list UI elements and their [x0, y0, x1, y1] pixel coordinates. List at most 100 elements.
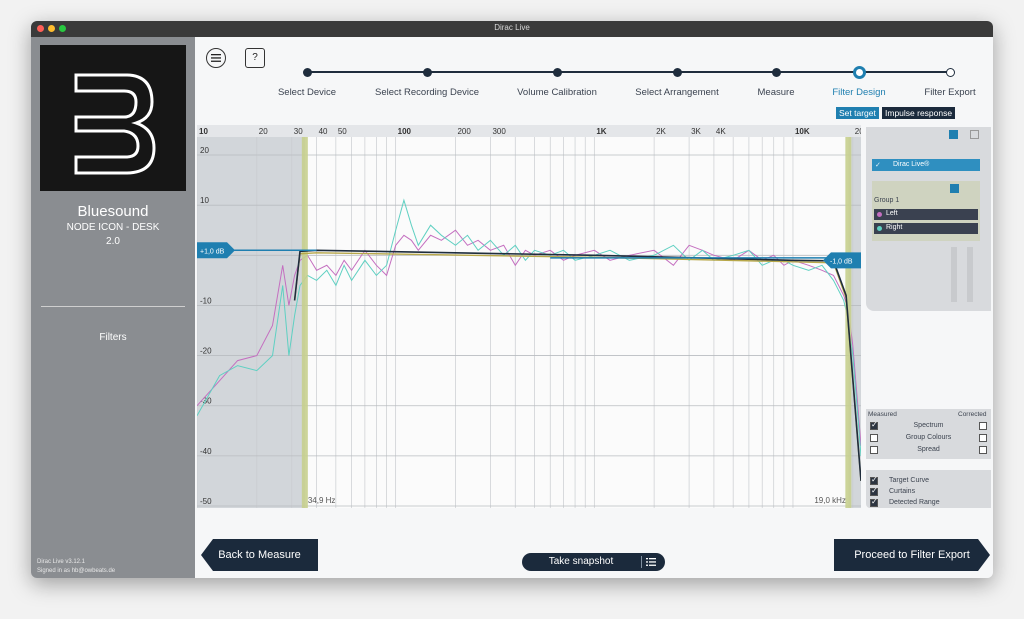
graph-x-axis-bar [197, 125, 861, 137]
overlay-option-label: Detected Range [889, 499, 940, 506]
group-dirac-label: Dirac Live® [893, 161, 930, 168]
x-tick-label: 20 [259, 127, 268, 136]
step-dot-4[interactable] [672, 68, 682, 77]
measured-checkbox-3[interactable] [870, 446, 878, 454]
x-tick-label: 10K [795, 127, 810, 136]
title-bar: Dirac Live [31, 21, 993, 37]
x-tick-label: 2K [656, 127, 666, 136]
step-dot-1[interactable] [302, 68, 312, 77]
target-low-handle[interactable] [197, 242, 235, 259]
left-color-dot [877, 212, 882, 217]
corrected-header: Corrected [958, 411, 987, 418]
step-label-1[interactable]: Select Device [277, 87, 337, 98]
sidebar-divider [41, 306, 185, 307]
right-color-dot [877, 226, 882, 231]
tab-impulse-response[interactable]: Impulse response [882, 107, 956, 119]
window-title: Dirac Live [494, 23, 530, 32]
group-panel: ✓ Dirac Live® Group 1 Left Right [866, 127, 991, 311]
x-tick-label: 3K [691, 127, 701, 136]
step-label-2[interactable]: Select Recording Device [374, 87, 480, 98]
display-option-label: Spread [917, 446, 940, 453]
help-button[interactable]: ? [245, 48, 265, 68]
y-tick-label: -30 [200, 397, 212, 406]
low-curtain-shade [197, 137, 305, 508]
group-1-label: Group 1 [874, 197, 900, 204]
checkmark-icon: ✓ [875, 162, 881, 169]
overlay-options-panel: Target Curve Curtains Detected Range [866, 470, 991, 508]
take-snapshot-label: Take snapshot [548, 556, 614, 567]
app-window: Dirac Live Bluesound NODE ICON - DESK 2.… [31, 21, 993, 578]
overlay-checkbox-3[interactable] [870, 497, 878, 507]
curtain-low-readout: 34,9 Hz [308, 496, 336, 505]
device-name: Bluesound [77, 203, 149, 220]
display-option-label: Spectrum [913, 422, 944, 429]
x-tick-label: 1K [596, 127, 606, 136]
close-window-button[interactable] [37, 25, 44, 32]
step-label-7[interactable]: Filter Export [924, 87, 976, 98]
snapshot-divider [641, 556, 642, 568]
x-tick-label: 4K [716, 127, 726, 136]
step-dot-5[interactable] [771, 68, 781, 77]
channel-right[interactable]: Right [874, 223, 978, 234]
sidebar-section-filters[interactable]: Filters [99, 332, 127, 343]
signed-in-user: Signed in as hb@owbeats.de [37, 568, 116, 574]
x-tick-label: 100 [398, 127, 412, 136]
step-label-3[interactable]: Volume Calibration [517, 87, 597, 98]
zoom-window-button[interactable] [59, 25, 66, 32]
minimize-window-button[interactable] [48, 25, 55, 32]
step-label-6[interactable]: Filter Design [832, 87, 886, 98]
group-1-link-icon[interactable] [950, 184, 959, 193]
x-tick-label: 300 [492, 127, 506, 136]
device-channels: 2.0 [106, 236, 120, 247]
sidebar: Bluesound NODE ICON - DESK 2.0 Filters D… [31, 37, 195, 578]
menu-button[interactable] [206, 48, 226, 68]
take-snapshot-button[interactable]: Take snapshot [522, 553, 665, 571]
step-dot-7[interactable] [945, 68, 955, 77]
target-high-handle[interactable] [823, 252, 861, 269]
corrected-checkbox-1[interactable] [979, 422, 987, 430]
progress-track [307, 71, 951, 73]
overlay-checkbox-2[interactable] [870, 486, 878, 496]
channel-right-label: Right [886, 224, 903, 231]
low-curtain-handle[interactable] [301, 137, 308, 508]
overlay-checkbox-1[interactable] [870, 475, 878, 485]
measured-checkbox-2[interactable] [870, 434, 878, 442]
y-tick-label: -50 [200, 497, 212, 506]
step-dot-3[interactable] [552, 68, 562, 77]
x-tick-label: 30 [294, 127, 303, 136]
x-tick-label: 10 [199, 127, 208, 136]
x-tick-label: 200 [457, 127, 471, 136]
y-tick-label: -40 [200, 447, 212, 456]
group-1-box: Group 1 Left Right [872, 181, 980, 241]
menu-icon [211, 54, 221, 62]
target-high-label: -1,0 dB [830, 258, 853, 265]
level-meter-1 [951, 247, 957, 302]
step-label-5[interactable]: Measure [757, 87, 795, 98]
channel-left[interactable]: Left [874, 209, 978, 220]
group-settings-icon[interactable] [970, 130, 979, 139]
overlay-option-label: Curtains [889, 488, 916, 495]
step-dot-2[interactable] [422, 68, 432, 77]
measured-checkbox-1[interactable] [870, 420, 878, 430]
display-options-panel: Measured Corrected Spectrum Group Colours… [866, 409, 991, 459]
tab-set-target[interactable]: Set target [836, 107, 879, 119]
bluesound-logo-icon [40, 45, 186, 191]
corrected-checkbox-3[interactable] [979, 446, 987, 454]
step-dot-6[interactable] [852, 66, 866, 79]
back-to-measure-button[interactable]: Back to Measure [201, 539, 318, 571]
frequency-response-graph[interactable]: 10 20 30 40 50 100 200 300 1K 2K 3K 4K 10K 20K 20 10 -10… [197, 125, 861, 508]
curtain-high-readout: 19,0 kHz [814, 496, 846, 505]
display-option-label: Group Colours [905, 434, 952, 441]
level-meter-2 [967, 247, 973, 302]
target-low-label: +1,0 dB [200, 248, 225, 255]
group-link-icon[interactable] [949, 130, 958, 139]
target-curve[interactable] [293, 249, 861, 481]
step-label-4[interactable]: Select Arrangement [635, 87, 719, 98]
group-dirac-live[interactable]: ✓ Dirac Live® [872, 159, 980, 171]
x-tick-label: 40 [319, 127, 328, 136]
y-tick-label: 10 [200, 196, 209, 205]
proceed-to-filter-export-button[interactable]: Proceed to Filter Export [834, 539, 990, 571]
corrected-checkbox-2[interactable] [979, 434, 987, 442]
app-version: Dirac Live v3.12.1 [37, 559, 86, 565]
snapshot-list-icon[interactable] [646, 558, 656, 566]
